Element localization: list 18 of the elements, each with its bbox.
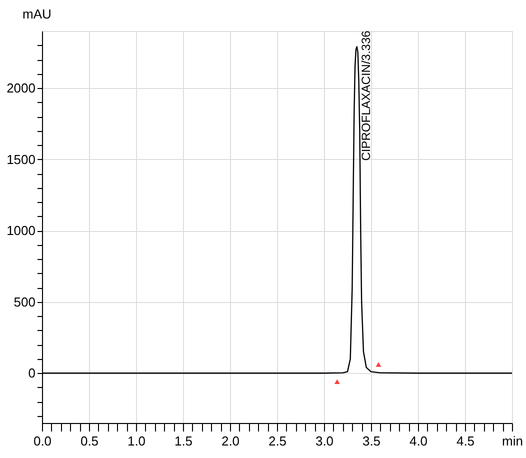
y-tick-label: 0 xyxy=(28,366,36,381)
x-tick-label: min xyxy=(502,434,523,448)
y-tick-label: 1500 xyxy=(6,152,36,167)
x-tick-label: 2.0 xyxy=(221,434,240,448)
y-tick-label: 2000 xyxy=(6,80,36,96)
annotation: CIPROFLAXACIN/3.336 xyxy=(358,30,373,161)
x-tick-label: 3.0 xyxy=(315,434,334,448)
x-tick-label: 2.5 xyxy=(268,434,287,448)
x-tick-label: 1.0 xyxy=(127,434,146,448)
x-tick-label: 3.5 xyxy=(362,434,381,448)
y-tick-label: 500 xyxy=(14,294,36,310)
y-axis-title: mAU xyxy=(22,6,52,22)
x-tick-label: 0.0 xyxy=(33,434,52,448)
x-tick-label: 4.0 xyxy=(409,434,428,448)
x-tick-label: 1.5 xyxy=(174,434,193,448)
y-tick-label: 1000 xyxy=(6,223,36,238)
x-tick-label: 0.5 xyxy=(80,434,99,448)
x-tick-label: 4.5 xyxy=(456,434,475,448)
